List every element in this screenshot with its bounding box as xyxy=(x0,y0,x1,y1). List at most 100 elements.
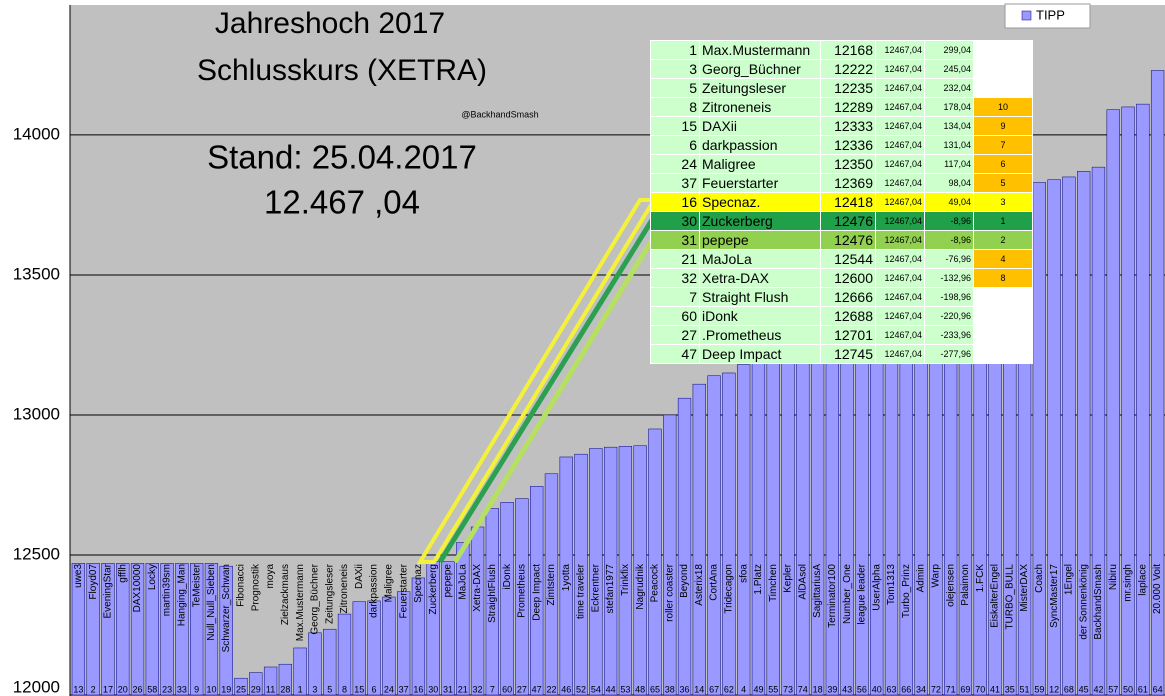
table-cell: 12467,04 xyxy=(875,287,925,307)
table-cell: DAXii xyxy=(699,116,821,136)
table-cell: Deep Impact xyxy=(699,344,821,364)
table-cell: 49,04 xyxy=(924,192,974,212)
bar xyxy=(603,446,618,696)
x-tick-label: Specnaz xyxy=(413,564,424,603)
table-cell: 12666 xyxy=(820,287,876,307)
y-tick-label: 13000 xyxy=(13,404,60,423)
table-cell xyxy=(973,78,1033,98)
x-tick-label: CortAna xyxy=(709,564,720,601)
table-cell: -277,96 xyxy=(924,344,974,364)
x-tick-label: TeMeister xyxy=(191,563,202,607)
table-cell: 9 xyxy=(973,116,1033,136)
category-id: 61 xyxy=(1138,684,1148,694)
table-cell xyxy=(973,59,1033,79)
x-tick-label: Zitroneneis xyxy=(339,564,350,613)
bar xyxy=(175,563,189,696)
x-tick-label: time traveler xyxy=(576,563,587,619)
x-tick-label: Georg_Büchner xyxy=(310,563,321,634)
bar xyxy=(737,364,751,696)
table-cell: 47 xyxy=(650,344,700,364)
bar xyxy=(781,350,795,696)
bar xyxy=(515,498,529,696)
x-tick-label: moya xyxy=(265,564,276,589)
bar xyxy=(249,672,263,696)
category-id: 64 xyxy=(1153,684,1163,694)
category-id: 7 xyxy=(490,684,495,694)
table-cell: 32 xyxy=(650,268,700,288)
table-cell: Georg_Büchner xyxy=(699,59,821,79)
table-cell: 6 xyxy=(650,135,700,155)
table-cell: 12544 xyxy=(820,249,876,269)
bar xyxy=(145,563,159,696)
x-tick-label: Deep Impact xyxy=(531,564,542,621)
bar xyxy=(308,632,322,696)
y-tick-label: 13500 xyxy=(13,264,60,283)
table-cell xyxy=(973,344,1033,364)
category-id: 74 xyxy=(798,684,808,694)
bar xyxy=(633,445,647,696)
x-tick-label: DAX10000 xyxy=(132,564,143,613)
x-tick-label: UserAlpha xyxy=(871,564,882,611)
category-id: 37 xyxy=(399,684,409,694)
category-id: 6 xyxy=(372,684,377,694)
x-tick-label: Peacock xyxy=(650,563,661,602)
table-cell: 12476 xyxy=(820,211,876,231)
table-cell xyxy=(973,287,1033,307)
table-cell: 12600 xyxy=(820,268,876,288)
x-tick-label: DAXii xyxy=(354,564,365,589)
x-tick-label: Max.Mustermann xyxy=(295,564,306,641)
bar xyxy=(870,311,884,696)
bar xyxy=(101,563,115,696)
table-cell: 12688 xyxy=(820,306,876,326)
x-tick-label: mr.singh xyxy=(1123,564,1134,602)
category-id: 56 xyxy=(857,684,867,694)
category-id: 23 xyxy=(162,684,172,694)
category-id: 18 xyxy=(813,684,823,694)
table-cell: 131,04 xyxy=(924,135,974,155)
bar xyxy=(352,601,366,696)
x-tick-label: Locky xyxy=(147,564,158,590)
category-id: 43 xyxy=(842,684,852,694)
table-cell: 178,04 xyxy=(924,97,974,117)
x-tick-label: pepepe xyxy=(443,564,454,598)
table-cell: 31 xyxy=(650,230,700,250)
table-cell: 12289 xyxy=(820,97,876,117)
table-cell: 21 xyxy=(650,249,700,269)
category-id: 45 xyxy=(1079,684,1089,694)
bar xyxy=(278,663,293,696)
table-cell: 60 xyxy=(650,306,700,326)
table-cell: Xetra-DAX xyxy=(699,268,821,288)
bar xyxy=(190,563,204,696)
bar xyxy=(692,383,706,696)
table-row: 8 Zitroneneis 12289 12467,04 178,04 10 xyxy=(650,97,1033,117)
bar xyxy=(1136,103,1150,696)
table-cell: Zeitungsleser xyxy=(699,78,821,98)
table-row: 47 Deep Impact 12745 12467,04 -277,96 xyxy=(650,344,1033,364)
bar xyxy=(116,563,130,696)
table-cell: 12418 xyxy=(820,192,876,212)
table-cell: 12467,04 xyxy=(875,97,925,117)
table-cell: 12701 xyxy=(820,325,876,345)
table-cell: 12333 xyxy=(820,116,876,136)
category-id: 30 xyxy=(428,684,438,694)
table-cell: Feuerstarter xyxy=(699,173,821,193)
table-cell: -132,96 xyxy=(924,268,974,288)
bar xyxy=(204,563,219,696)
x-tick-label: Timchen xyxy=(768,564,779,602)
table-cell: 117,04 xyxy=(924,154,974,174)
bar xyxy=(160,563,174,696)
table-cell: 12467,04 xyxy=(875,306,925,326)
category-id: 46 xyxy=(561,684,571,694)
x-tick-label: Xetra-DAX xyxy=(472,564,483,612)
table-row: 3 Georg_Büchner 12222 12467,04 245,04 xyxy=(650,59,1033,79)
annotation: Stand: 25.04.2017 xyxy=(207,139,477,176)
table-cell: 24 xyxy=(650,154,700,174)
table-cell: darkpassion xyxy=(699,135,821,155)
table-cell: 2 xyxy=(973,230,1033,250)
bar xyxy=(293,647,307,696)
x-tick-label: 1.Platz xyxy=(753,564,764,595)
x-tick-label: Fibonacci xyxy=(236,564,247,607)
bar xyxy=(1106,109,1120,696)
bar xyxy=(71,563,86,696)
table-row: 32 Xetra-DAX 12600 12467,04 -132,96 8 xyxy=(650,268,1033,288)
